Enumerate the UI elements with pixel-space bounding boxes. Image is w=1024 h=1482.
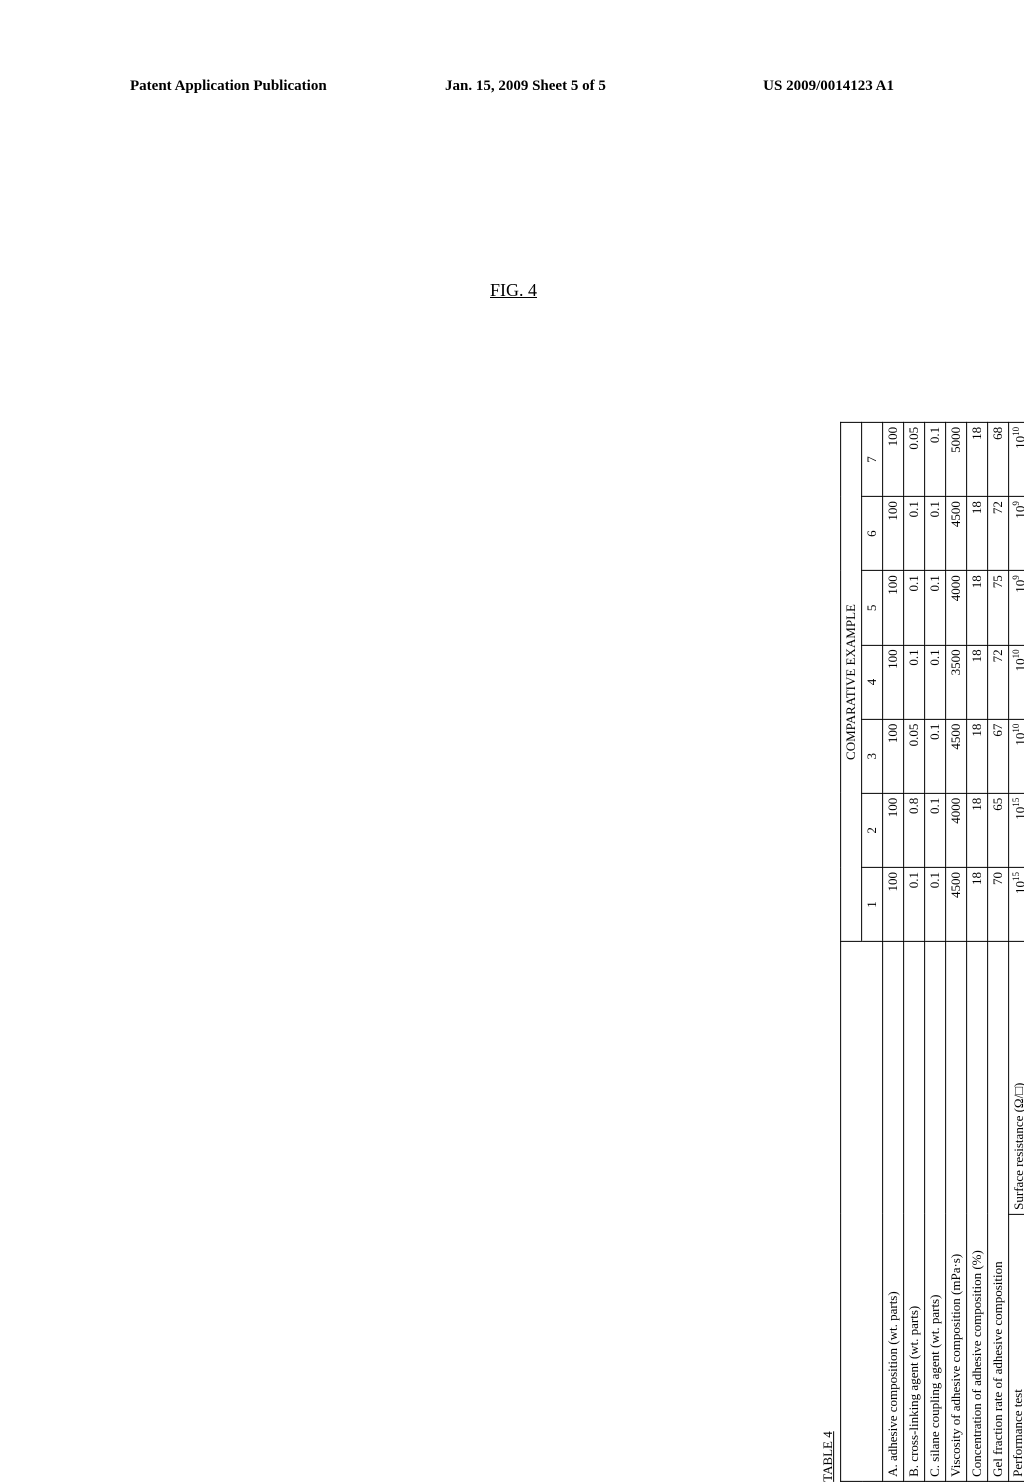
cell: 18 [967,422,988,496]
cell: 68 [988,422,1009,496]
cell: 70 [988,867,1009,941]
perf-test-label: Performance test [1009,1214,1024,1481]
cell: 4000 [946,793,967,867]
group-header: COMPARATIVE EXAMPLE [841,422,862,941]
cell: 100 [883,645,904,719]
cell: 109 [1009,497,1024,571]
cell: 1010 [1009,719,1024,793]
cell: 0.1 [904,571,925,645]
cell: 0.05 [904,719,925,793]
cell: 0.1 [925,645,946,719]
cell: 18 [967,571,988,645]
cell: 1015 [1009,867,1024,941]
cell: 72 [988,645,1009,719]
col-1: 1 [862,867,883,941]
row-label: A. adhesive composition (wt. parts) [883,942,904,1482]
cell: 0.1 [904,867,925,941]
cell: 18 [967,793,988,867]
blank-cell [862,942,883,1215]
cell: 1010 [1009,645,1024,719]
cell: 1010 [1009,422,1024,496]
col-2: 2 [862,793,883,867]
cell: 0.1 [904,645,925,719]
cell: 4000 [946,571,967,645]
row-label: Viscosity of adhesive composition (mPa·s… [946,942,967,1482]
col-3: 3 [862,719,883,793]
cell: 3500 [946,645,967,719]
cell: 4500 [946,719,967,793]
cell: 0.05 [904,422,925,496]
cell: 100 [883,497,904,571]
cell: 18 [967,867,988,941]
cell: 100 [883,867,904,941]
row-label: Surface resistance (Ω/□) [1009,942,1024,1215]
cell: 0.1 [904,497,925,571]
cell: 18 [967,645,988,719]
cell: 1015 [1009,793,1024,867]
cell: 18 [967,719,988,793]
row-label: Concentration of adhesive composition (%… [967,942,988,1482]
row-label: Gel fraction rate of adhesive compositio… [988,942,1009,1482]
cell: 0.1 [925,793,946,867]
figure-label: FIG. 4 [490,280,537,301]
blank-cell [862,1214,883,1481]
patent-no: US 2009/0014123 A1 [763,78,894,95]
blank-cell [841,1214,862,1481]
cell: 0.8 [904,793,925,867]
date-sheet: Jan. 15, 2009 Sheet 5 of 5 [445,78,606,95]
cell: 0.1 [925,719,946,793]
cell: 100 [883,571,904,645]
data-table: COMPARATIVE EXAMPLE 1 2 3 4 5 6 7 A. adh… [840,422,1024,1482]
cell: 72 [988,497,1009,571]
cell: 4500 [946,867,967,941]
row-label: B. cross-linking agent (wt. parts) [904,942,925,1482]
cell: 100 [883,422,904,496]
cell: 0.1 [925,571,946,645]
col-4: 4 [862,645,883,719]
cell: 0.1 [925,422,946,496]
cell: 0.1 [925,867,946,941]
cell: 100 [883,793,904,867]
table-label: TABLE 4 [820,422,836,1482]
cell: 100 [883,719,904,793]
cell: 4500 [946,497,967,571]
col-5: 5 [862,571,883,645]
cell: 0.1 [925,497,946,571]
cell: 109 [1009,571,1024,645]
cell: 67 [988,719,1009,793]
pub-label: Patent Application Publication [130,78,327,95]
cell: 75 [988,571,1009,645]
col-6: 6 [862,497,883,571]
cell: 65 [988,793,1009,867]
blank-cell [841,942,862,1215]
cell: 5000 [946,422,967,496]
row-label: C. silane coupling agent (wt. parts) [925,942,946,1482]
cell: 18 [967,497,988,571]
col-7: 7 [862,422,883,496]
